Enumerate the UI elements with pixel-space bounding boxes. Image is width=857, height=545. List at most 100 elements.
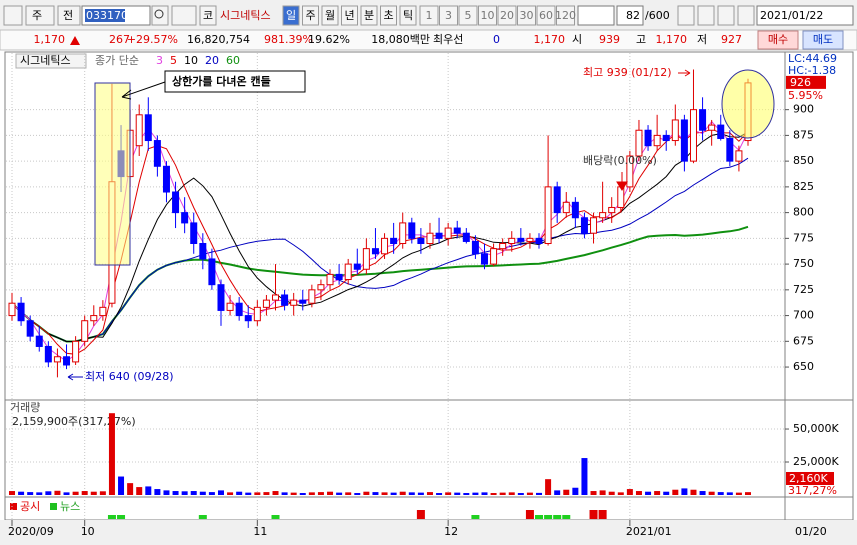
period-button[interactable] [360, 5, 378, 26]
candle-body [135, 114, 143, 147]
volume-bar [118, 476, 125, 495]
last-value: 926 [790, 76, 811, 89]
candle-body [344, 263, 352, 281]
interval-button[interactable] [458, 5, 478, 26]
volume-bar [27, 492, 34, 495]
candle-body [190, 222, 198, 245]
volume-bar [463, 493, 470, 495]
volume-bar [136, 487, 143, 495]
mode-button[interactable] [57, 5, 81, 26]
candle-body [526, 237, 534, 242]
candle-body [81, 320, 89, 342]
tool-button[interactable] [697, 5, 715, 26]
sell-button[interactable] [802, 30, 844, 50]
news-mark [535, 515, 544, 519]
candle-body [162, 165, 170, 193]
period-button[interactable] [399, 5, 417, 26]
interval-button[interactable] [478, 5, 497, 26]
interval: 20 [500, 9, 514, 22]
last-value-box [786, 75, 826, 89]
y-tick-label: 675 [793, 334, 814, 347]
market-select[interactable] [25, 5, 55, 26]
mode: 전 [63, 9, 73, 22]
candle-body [662, 134, 670, 142]
candle-body [571, 201, 579, 219]
volume-bar [245, 492, 252, 495]
y-tick-label: 875 [793, 128, 814, 141]
candle-body [290, 299, 298, 306]
volume-bar [299, 493, 306, 495]
interval-button[interactable] [419, 5, 439, 26]
disclosure-label: 공시 [20, 500, 40, 513]
ma-legend: 60 [226, 54, 240, 67]
hc-label: HC:-1.38 [788, 64, 836, 77]
volume-bar [536, 492, 543, 495]
candle-body [199, 243, 207, 260]
open: 939 [599, 33, 620, 46]
buy-button[interactable] [757, 30, 799, 50]
y-tick-label: 750 [793, 257, 814, 270]
interval-button[interactable] [497, 5, 517, 26]
candle-body [626, 155, 634, 188]
period-button[interactable] [341, 5, 358, 26]
y-tick-label: 825 [793, 180, 814, 193]
y-tick-label: 900 [793, 103, 814, 116]
moving-average [11, 157, 749, 343]
candle-body [617, 186, 625, 208]
search-button[interactable] [151, 5, 169, 26]
candle-body [499, 243, 507, 250]
ma-label: 종가 단순 [95, 54, 139, 67]
period-button[interactable] [302, 5, 319, 26]
callout-box [164, 70, 306, 93]
empty-input[interactable] [577, 5, 615, 26]
volume-bar [490, 493, 497, 495]
plot-frame [4, 51, 786, 521]
interval-button[interactable] [517, 5, 536, 26]
candle-body [272, 294, 280, 301]
code: 033170 [86, 9, 128, 22]
settings-button[interactable] [737, 5, 755, 26]
rate: +29.57% [127, 33, 178, 46]
up-arrow [70, 36, 80, 45]
volume-bar [390, 492, 397, 495]
volume-bar [363, 491, 370, 495]
interval-button[interactable] [536, 5, 556, 26]
candle-body [726, 137, 734, 162]
callout-text: 상한가를 다녀온 캔들 [172, 74, 271, 88]
volume-bar [217, 490, 224, 495]
code-highlight [85, 9, 125, 22]
period-button[interactable] [380, 5, 397, 26]
period: 일 [286, 8, 296, 22]
low-label: 저 [697, 33, 707, 46]
candle-body [435, 232, 443, 239]
period: 주 [305, 9, 315, 22]
interval-button[interactable] [439, 5, 458, 26]
candle-body [26, 320, 34, 337]
volume-bar [545, 479, 552, 495]
volume-bar [426, 492, 433, 495]
sound-button[interactable] [171, 5, 197, 26]
volume-bar [581, 458, 588, 495]
interval-button[interactable] [556, 5, 575, 26]
period-button[interactable] [282, 5, 300, 26]
candle-body [63, 356, 71, 366]
volume-bar [317, 492, 324, 495]
candle-body [408, 222, 416, 239]
interval: 1 [426, 9, 433, 22]
volume-bar [508, 492, 515, 495]
candle-body [708, 124, 716, 131]
volume-bar [472, 492, 479, 495]
date-input[interactable] [756, 5, 854, 26]
tool-button[interactable] [677, 5, 695, 26]
menu-button[interactable] [3, 5, 23, 26]
volume-bar [236, 491, 243, 495]
count-input[interactable] [616, 5, 644, 26]
disclosure-swatch [10, 503, 17, 510]
volume-bar [454, 492, 461, 495]
date-axis [0, 520, 857, 545]
save-button[interactable] [717, 5, 735, 26]
volume-subtitle: 2,159,900주(317,27%) [12, 415, 136, 428]
period-button[interactable] [321, 5, 339, 26]
candle-body [208, 258, 216, 286]
